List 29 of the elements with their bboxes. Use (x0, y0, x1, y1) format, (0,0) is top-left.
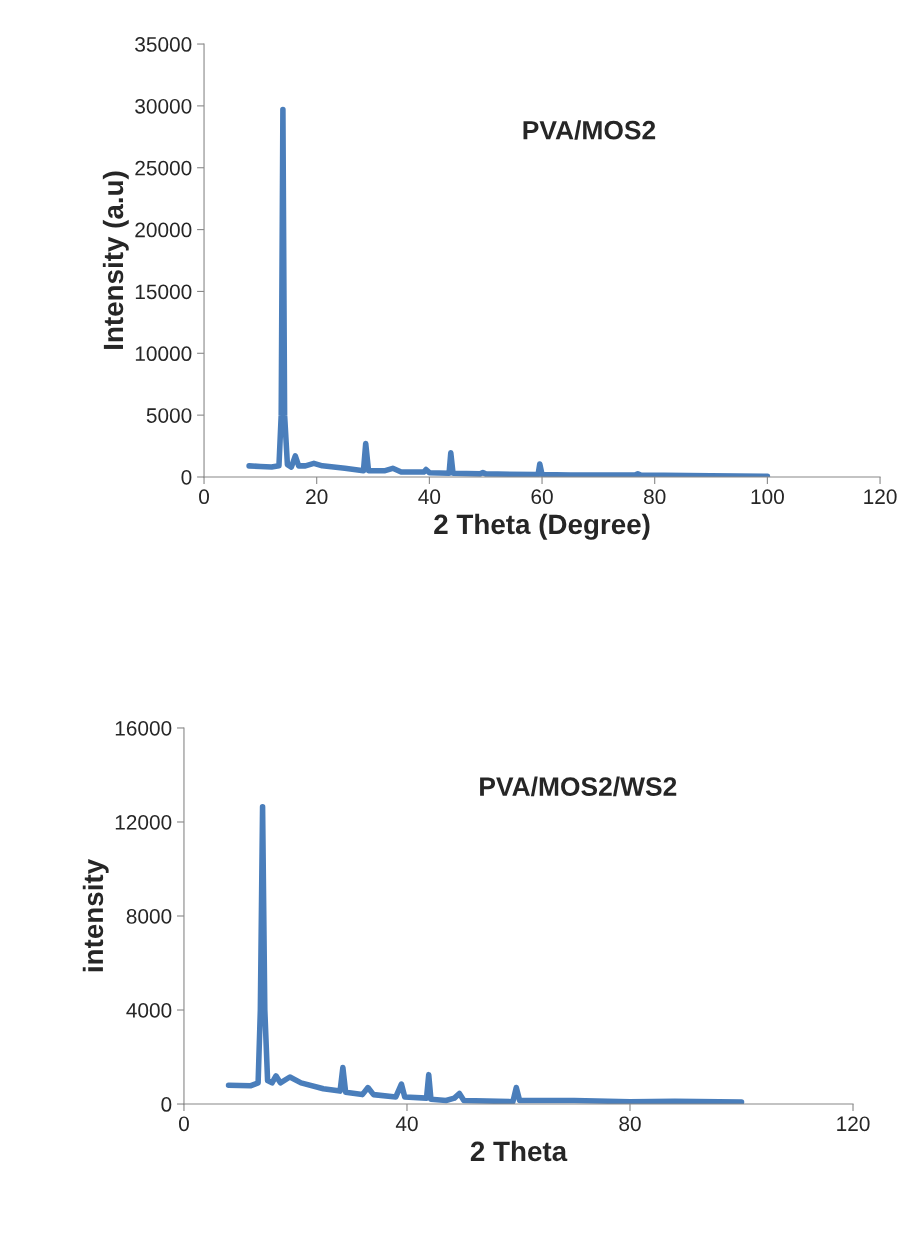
y-tick-label: 16000 (115, 720, 172, 736)
x-tick-label: 80 (644, 489, 666, 505)
text: PVA/MOS2/WS2 (480, 776, 677, 797)
x-axis-title: 2 Theta (470, 1140, 568, 1162)
x-tick-label: 40 (395, 1116, 418, 1132)
y-tick-label: 20000 (135, 222, 192, 238)
x-tick-label: 20 (306, 489, 328, 505)
y-tick-label: 15000 (135, 284, 192, 300)
y-tick-label: 5000 (146, 408, 192, 423)
x-tick-label: 100 (751, 489, 784, 505)
y-tick-label: 35000 (135, 37, 192, 52)
y-tick-label: 8000 (126, 909, 172, 924)
x-tick-label: 80 (619, 1116, 641, 1132)
text: PVA/MOS2 (523, 120, 656, 140)
x-axis-title: 2 Theta (Degree) (434, 513, 650, 540)
y-tick-label: 4000 (126, 1003, 172, 1018)
x-tick-label: 0 (199, 489, 210, 505)
y-tick-label: 10000 (135, 346, 192, 362)
x-tick-label: 120 (837, 1116, 870, 1132)
x-tick-label: 120 (864, 489, 897, 505)
y-tick-label: 0 (161, 1097, 172, 1112)
y-axis-title: Intensity (a.u) (102, 171, 129, 349)
y-tick-label: 12000 (115, 814, 172, 830)
y-tick-label: 30000 (135, 98, 192, 114)
y-tick-label: 0 (181, 469, 192, 485)
y-axis-title: intensity (82, 859, 109, 972)
y-tick-label: 25000 (135, 160, 192, 176)
x-tick-label: 60 (531, 489, 553, 505)
x-tick-label: 40 (418, 489, 441, 505)
